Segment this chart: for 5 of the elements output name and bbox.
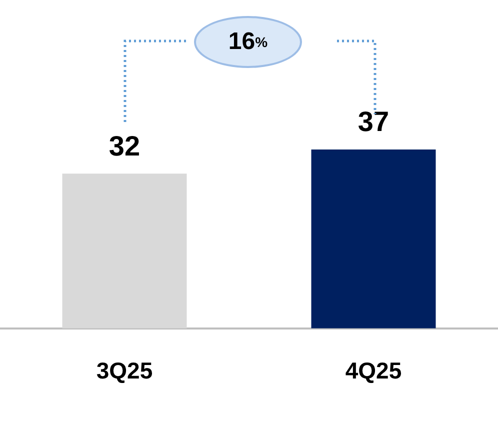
text: 16$^{%}$ — [194, 16, 302, 68]
x-tick-label: 3Q25 — [96, 358, 153, 384]
data-label: 37 — [358, 106, 390, 138]
data-label: 32 — [108, 130, 140, 162]
x-tick-label: 4Q25 — [345, 358, 402, 384]
